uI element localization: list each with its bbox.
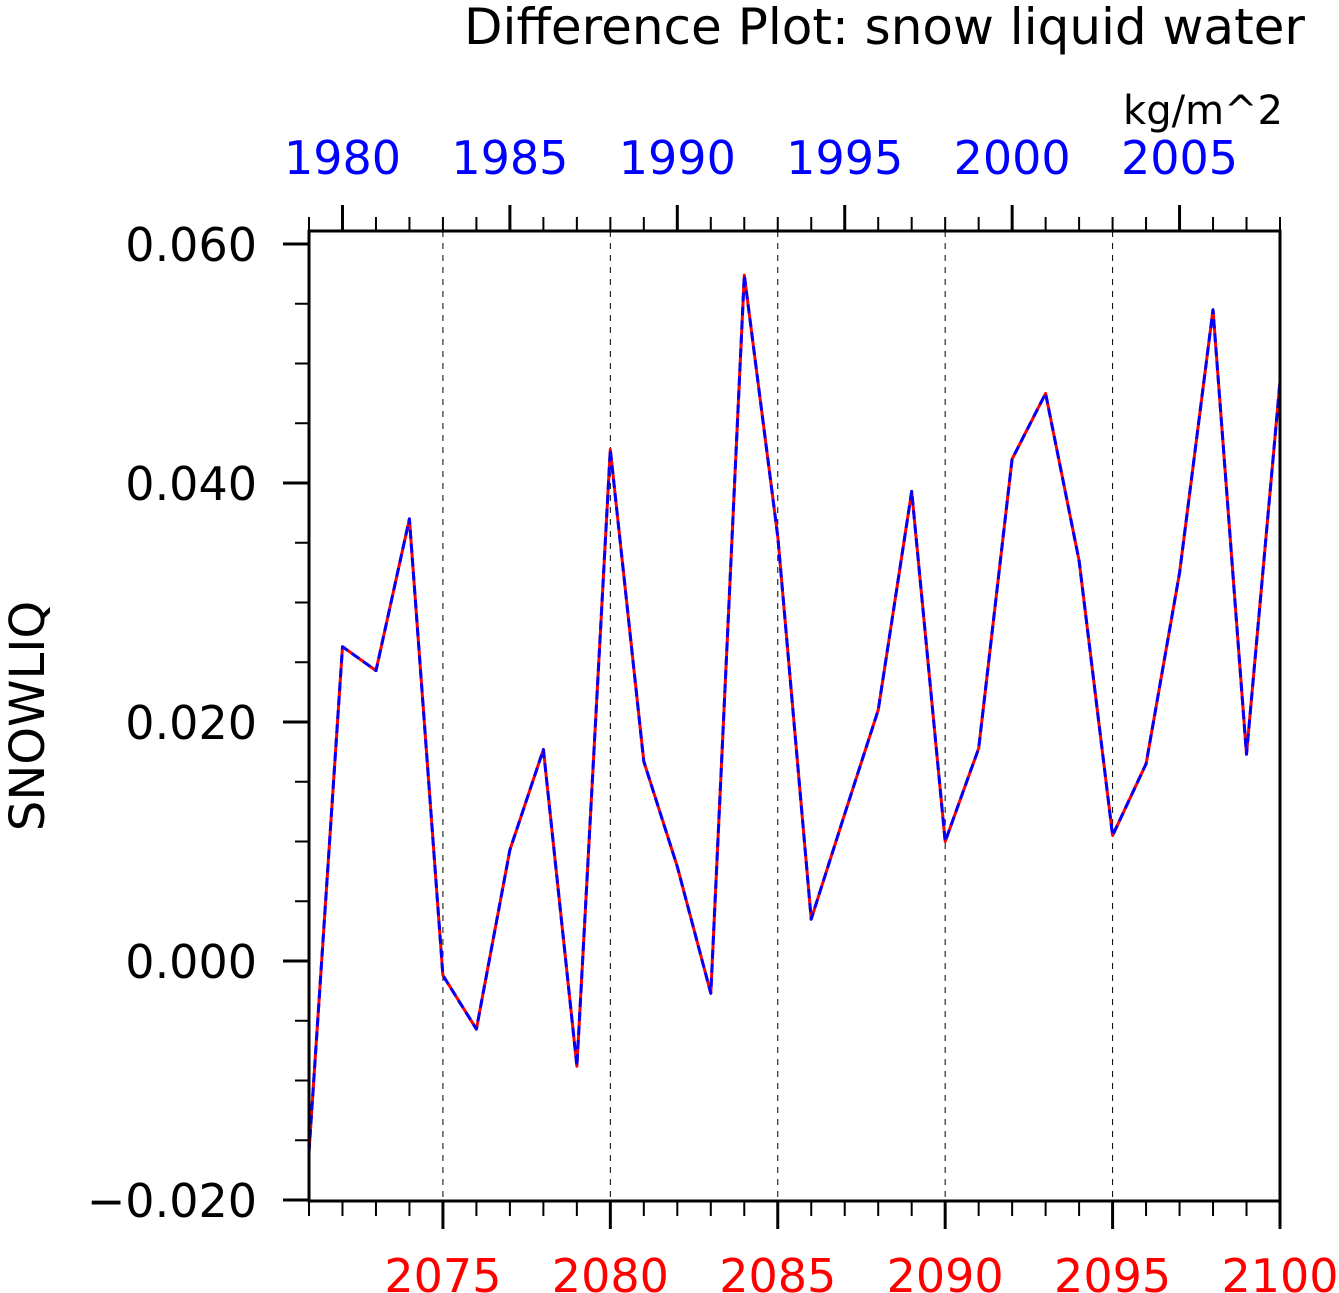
bottom-tick-label: 2075: [384, 1249, 501, 1293]
y-tick-label: 0.000: [125, 935, 257, 989]
y-tick-label: 0.060: [125, 218, 257, 272]
bottom-tick-label: 2085: [719, 1249, 836, 1293]
top-tick-label: 1990: [619, 131, 736, 185]
top-tick-label: 1985: [451, 131, 568, 185]
series-line-2: [307, 273, 1282, 1153]
plot-frame: [307, 229, 1282, 1203]
grid-lines: [442, 231, 1114, 1201]
top-tick-label: 1980: [284, 131, 401, 185]
bottom-tick-label: 2090: [887, 1249, 1004, 1293]
bottom-tick-label: 2100: [1221, 1249, 1338, 1293]
series-lines: [307, 273, 1282, 1153]
bottom-tick-label: 2080: [552, 1249, 669, 1293]
top-tick-label: 2000: [954, 131, 1071, 185]
y-tick-label: −0.020: [87, 1174, 257, 1228]
y-axis-label: SNOWLIQ: [0, 601, 56, 831]
top-tick-label: 2005: [1121, 131, 1238, 185]
units-label: kg/m^2: [1123, 88, 1283, 134]
y-tick-label: 0.040: [125, 457, 257, 511]
chart-title: Difference Plot: snow liquid water: [464, 0, 1305, 56]
axes: −0.020 0.000 0.020 0.040 0.060 2075 2080 2085 20…: [87, 131, 1339, 1293]
bottom-tick-label: 2095: [1054, 1249, 1171, 1293]
top-tick-label: 1995: [786, 131, 903, 185]
y-tick-label: 0.020: [125, 696, 257, 750]
